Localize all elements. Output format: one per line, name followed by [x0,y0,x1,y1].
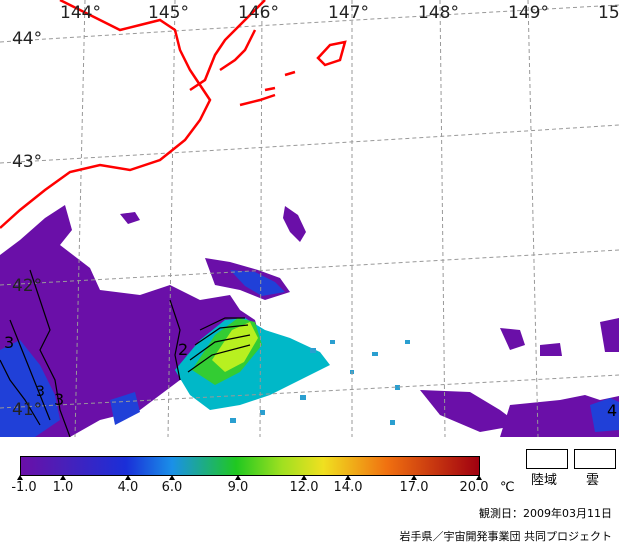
colorbar-tick-label: 1.0 [52,480,74,495]
lat-label: 44° [12,29,42,49]
sst-cool-patches [0,270,619,437]
lat-label: 42° [12,276,42,296]
lon-label: 145° [148,3,189,23]
lon-label: 149° [508,3,549,23]
colorbar-tick-label: 20.0 [459,480,489,495]
temperature-colorbar [20,456,480,476]
lon-label: 146° [238,3,279,23]
colorbar-unit: ℃ [500,480,515,495]
land-legend-swatch [526,449,568,469]
cloud-legend-swatch [574,449,616,469]
lon-label: 144° [60,3,101,23]
contour-label: 3 [54,390,64,409]
colorbar-tick-label: 17.0 [399,480,429,495]
sst-map: 144° 145° 146° 147° 148° 149° 15 44° 43°… [0,0,619,437]
colorbar-tickmark [235,475,241,480]
colorbar-tickmark [17,475,23,480]
contour-label: 2 [178,340,188,359]
graticule [0,0,619,437]
colorbar-tick-label: 9.0 [227,480,249,495]
lat-label: 43° [12,152,42,172]
colorbar-tick-label: 6.0 [161,480,183,495]
coastline [0,0,347,229]
colorbar-tick-label: 14.0 [333,480,363,495]
colorbar-tickmark [345,475,351,480]
isotherms [0,269,251,437]
colorbar-tick-label: 4.0 [117,480,139,495]
observation-date: 観測日：2009年03月11日 [479,507,612,520]
colorbar-tickmark [301,475,307,480]
contour-label: 3 [4,333,14,352]
colorbar-tickmark [411,475,417,480]
contour-label: 4 [607,401,617,420]
colorbar-tick-label: 12.0 [289,480,319,495]
colorbar-tickmark [60,475,66,480]
colorbar-tickmark [125,475,131,480]
lon-label: 147° [328,3,369,23]
lon-label: 15 [598,3,619,23]
lon-label: 148° [418,3,459,23]
colorbar-tickmark [169,475,175,480]
colorbar-tickmark [476,475,482,480]
colorbar-tick-label: -1.0 [11,480,37,495]
contour-label: 3 [36,384,45,400]
lat-label: 41° [12,400,42,420]
credit-line: 岩手県／宇宙開発事業団 共同プロジェクト [399,530,613,543]
cloud-legend-label: 雲 [586,473,600,488]
land-legend-label: 陸域 [531,473,558,488]
